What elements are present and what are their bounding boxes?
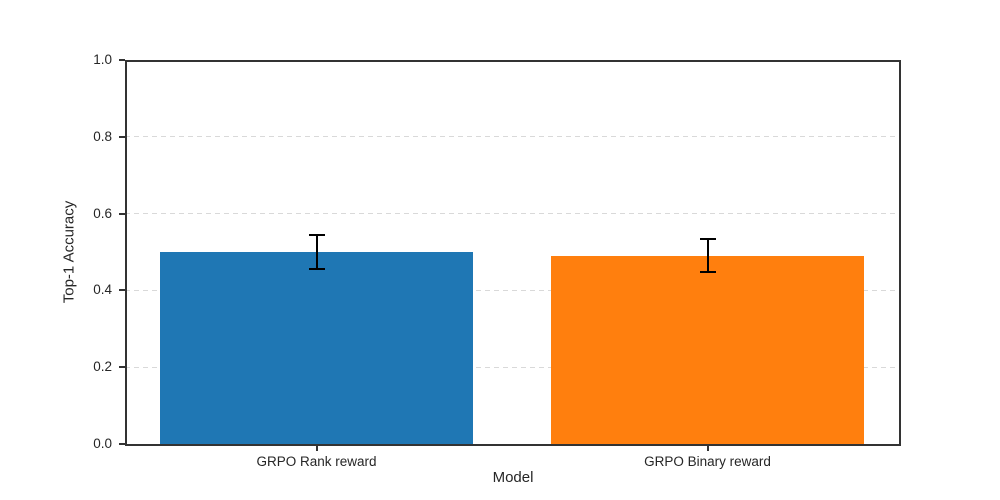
gridline xyxy=(125,213,899,215)
bar-binary-reward xyxy=(551,255,864,444)
error-bar-cap xyxy=(699,271,716,274)
x-axis-label: Model xyxy=(492,469,534,486)
gridline xyxy=(125,366,899,368)
error-bar-line xyxy=(315,235,318,269)
y-tick-label: 0.6 xyxy=(93,205,112,221)
x-tick-mark xyxy=(706,446,709,451)
gridline xyxy=(125,289,899,291)
x-tick-label: GRPO Rank reward xyxy=(256,454,377,469)
y-tick-label: 0.0 xyxy=(93,436,112,451)
y-tick-mark xyxy=(119,59,125,61)
error-bar-cap xyxy=(699,238,716,241)
y-axis-label: Top-1 Accuracy xyxy=(60,200,78,304)
bar-rank-reward xyxy=(160,252,473,444)
y-tick-label: 0.8 xyxy=(93,128,112,144)
error-bar-cap xyxy=(308,234,325,237)
y-tick-mark xyxy=(119,212,125,215)
error-bar-line xyxy=(706,239,709,273)
x-tick-label: GRPO Binary reward xyxy=(644,454,771,469)
y-tick-mark xyxy=(119,366,125,369)
error-bar-cap xyxy=(308,267,325,270)
gridline xyxy=(125,136,899,138)
y-tick-label: 0.4 xyxy=(93,282,112,298)
y-tick-mark xyxy=(119,289,125,292)
x-tick-mark xyxy=(315,446,318,451)
y-tick-label: 1.0 xyxy=(93,52,112,67)
y-tick-label: 0.2 xyxy=(93,359,112,375)
y-tick-mark xyxy=(119,135,125,138)
y-tick-mark xyxy=(119,443,125,445)
